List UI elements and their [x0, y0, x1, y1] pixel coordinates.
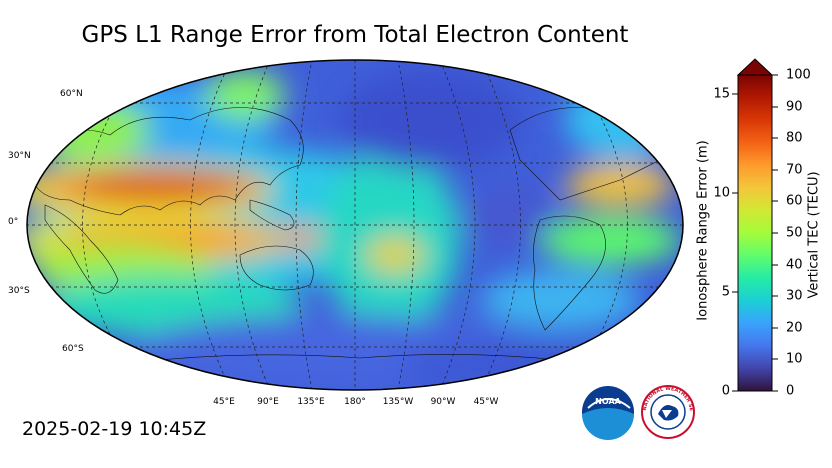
colorbar-left-tick: 10 [713, 185, 730, 201]
colorbar-right-tick: 20 [786, 320, 803, 336]
globe-outline [26, 59, 684, 391]
agency-logos: NOAA NATIONAL WEATHER SERVICE [580, 384, 695, 440]
colorbar-right-label: Vertical TEC (TECU) [806, 171, 822, 299]
colorbar-right-tick: 10 [786, 351, 803, 367]
colorbar: 0 5 10 15 0 10 20 30 40 50 60 70 80 90 1… [690, 55, 832, 405]
tec-field [27, 60, 683, 390]
timestamp: 2025-02-19 10:45Z [22, 418, 207, 440]
lat-label-30n: 30°N [8, 151, 31, 161]
lon-label-135e: 135°E [297, 397, 325, 407]
colorbar-right-tick: 40 [786, 257, 803, 273]
colorbar-right-tick: 70 [786, 162, 803, 178]
lat-label-0: 0° [8, 217, 19, 227]
colorbar-graphic [732, 58, 778, 392]
noaa-logo-text: NOAA [595, 397, 621, 406]
colorbar-right-tick: 60 [786, 193, 803, 209]
lat-label-30s: 30°S [8, 286, 30, 296]
lon-label-45w: 45°W [473, 397, 499, 407]
colorbar-extend-arrow [736, 58, 774, 76]
noaa-logo: NOAA [582, 386, 634, 440]
colorbar-right-tick: 50 [786, 225, 803, 241]
colorbar-right-tick: 90 [786, 99, 803, 115]
colorbar-right-tick: 80 [786, 130, 803, 146]
colorbar-right-tick: 100 [786, 67, 811, 83]
lon-label-135w: 135°W [382, 397, 414, 407]
colorbar-left-tick: 5 [721, 284, 730, 300]
colorbar-left-tick: 0 [721, 383, 730, 399]
colorbar-left-tick: 15 [713, 86, 730, 102]
lat-label-60s: 60°S [62, 344, 84, 354]
map-title: GPS L1 Range Error from Total Electron C… [81, 22, 629, 48]
lat-label-60n: 60°N [60, 89, 83, 99]
tec-map [26, 59, 684, 391]
lon-label-45e: 45°E [213, 397, 235, 407]
lon-label-90w: 90°W [430, 397, 456, 407]
lon-label-90e: 90°E [257, 397, 279, 407]
lon-label-180: 180° [344, 397, 366, 407]
colorbar-left-label: Ionosphere Range Error (m) [695, 140, 711, 321]
colorbar-tick-marks [732, 74, 778, 392]
colorbar-right-tick: 30 [786, 288, 803, 304]
colorbar-bar [737, 74, 773, 392]
colorbar-right-tick: 0 [786, 383, 795, 399]
